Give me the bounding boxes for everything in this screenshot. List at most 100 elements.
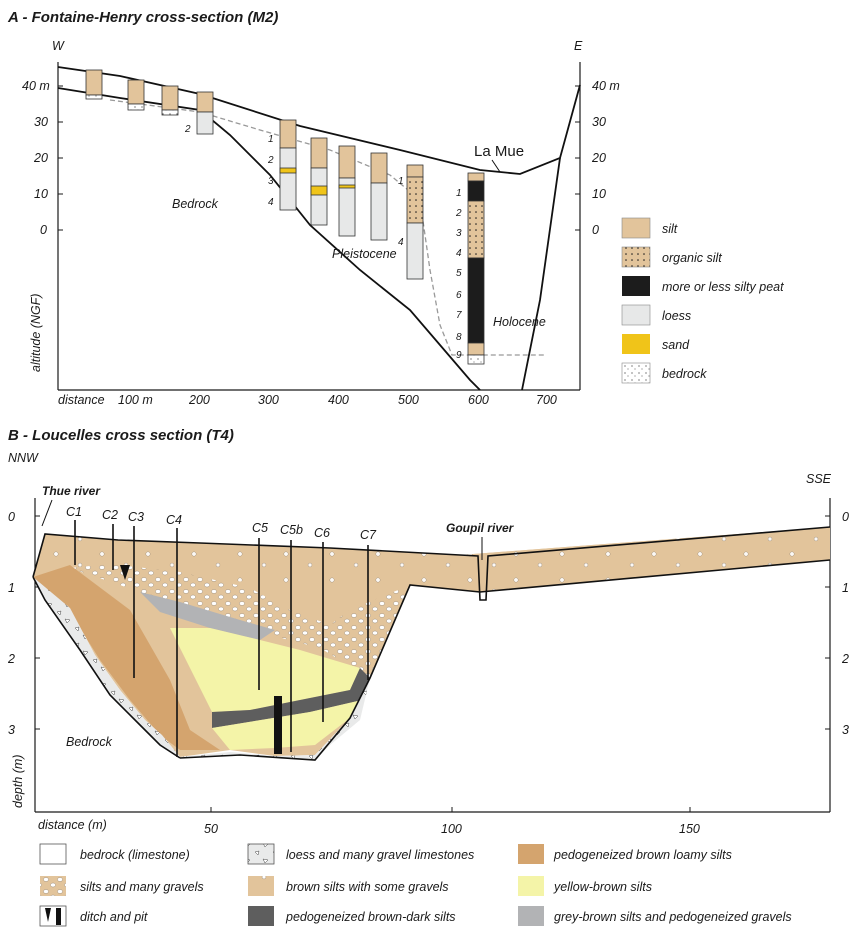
legend-swatch-brown-dark (248, 906, 274, 926)
core-number: 1 (456, 188, 462, 199)
x-tick-50: 50 (204, 822, 218, 836)
x-tick-200: 200 (188, 393, 210, 407)
y-tick-20: 20 (33, 151, 48, 165)
thue-river-pointer (41, 499, 53, 527)
y-tick-30: 30 (34, 115, 48, 129)
depth-tick-0: 0 (8, 510, 15, 524)
core-number: 6 (456, 290, 462, 301)
panel-a-core-numbers: 2 1 2 3 4 1 4 1 2 3 4 5 6 7 8 9 (184, 124, 462, 361)
legend-swatch-sand (622, 334, 650, 354)
legend-swatch-bedrock (621, 362, 651, 384)
core-number: 4 (456, 248, 462, 259)
x-tick-100: 100 (441, 822, 462, 836)
core-number: 4 (398, 237, 404, 248)
panel-a-y-ticks: 40 m 30 20 10 0 40 m 30 20 10 0 (22, 79, 620, 237)
legend-label: more or less silty peat (662, 280, 784, 294)
core-label-c3: C3 (128, 510, 144, 524)
legend-label: sand (662, 338, 690, 352)
core-label-c5: C5 (252, 521, 268, 535)
goupil-river-label: Goupil river (446, 521, 515, 535)
core-number: 9 (456, 350, 462, 361)
core-number: 7 (456, 310, 462, 321)
legend-label: yellow-brown silts (553, 880, 652, 894)
y-tick-0: 0 (40, 223, 47, 237)
panel-a-cores (85, 69, 485, 365)
x-tick-500: 500 (398, 393, 419, 407)
panel-b-dir-left: NNW (8, 451, 39, 465)
legend-label: brown silts with some gravels (286, 880, 449, 894)
panel-b-core-lines (74, 520, 369, 757)
legend-swatch-organic-silt (621, 246, 651, 268)
core-label-c2: C2 (102, 508, 118, 522)
legend-label: bedrock (662, 367, 707, 381)
holocene-label: Holocene (493, 315, 546, 329)
panel-a-dir-right: E (574, 39, 583, 53)
x-tick-600: 600 (468, 393, 489, 407)
core-number: 2 (184, 124, 191, 135)
legend-label: bedrock (limestone) (80, 848, 190, 862)
core-number: 1 (398, 176, 404, 187)
la-mue-label: La Mue (474, 143, 524, 160)
panel-a-title: A - Fontaine-Henry cross-section (M2) (7, 9, 278, 26)
x-label-distance: distance (58, 393, 105, 407)
legend-label: loess (662, 309, 691, 323)
legend-label: silts and many gravels (80, 880, 204, 894)
y-tick-right-10: 10 (592, 187, 606, 201)
bedrock-label-a: Bedrock (172, 197, 219, 211)
legend-label: ditch and pit (80, 910, 148, 924)
core-number: 3 (268, 176, 274, 187)
depth-tick-2: 2 (7, 652, 15, 666)
legend-swatch-bedrock-limestone (39, 843, 67, 865)
legend-label: silt (662, 222, 678, 236)
panel-b-y-ticks: 0 1 2 3 0 1 2 3 (7, 510, 849, 737)
bedrock-label-b: Bedrock (66, 735, 113, 749)
legend-swatch-brown-silts (248, 876, 274, 896)
x-tick-700: 700 (536, 393, 557, 407)
y-tick-right-30: 30 (592, 115, 606, 129)
legend-label: organic silt (662, 251, 722, 265)
panel-a-dir-left: W (52, 39, 65, 53)
x-tick-300: 300 (258, 393, 279, 407)
legend-swatch-yellow-brown (518, 876, 544, 896)
legend-swatch-loess (621, 304, 651, 326)
core-number: 2 (267, 155, 274, 166)
y-tick-right-0: 0 (592, 223, 599, 237)
panel-b-legend: bedrock (limestone) loess and many grave… (39, 843, 792, 927)
legend-swatch-peat (622, 276, 650, 296)
panel-a-profile-lines (57, 66, 581, 391)
core-number: 8 (456, 332, 462, 343)
panel-b-title: B - Loucelles cross section (T4) (8, 427, 234, 444)
y-tick-10: 10 (34, 187, 48, 201)
legend-swatch-brown-loamy (518, 844, 544, 864)
pleistocene-boundary-line (109, 99, 545, 356)
core-label-c1: C1 (66, 505, 82, 519)
core-number: 2 (455, 208, 462, 219)
legend-swatch-ditch-pit (39, 905, 67, 927)
loucelles-basin (32, 526, 831, 761)
depth-tick-3: 3 (8, 723, 15, 737)
panel-b-x-ticks: distance (m) 50 100 150 (38, 818, 700, 836)
legend-label: loess and many gravel limestones (286, 848, 474, 862)
x-tick-400: 400 (328, 393, 349, 407)
depth-tick-right-2: 2 (841, 652, 849, 666)
x-tick-100: 100 m (118, 393, 153, 407)
la-mue-pointer (491, 159, 501, 173)
depth-tick-1: 1 (8, 581, 15, 595)
panel-a-y-label: altitude (NGF) (29, 294, 43, 373)
x-label-distance-m: distance (m) (38, 818, 107, 832)
legend-swatch-loess-gravel (247, 843, 275, 865)
core-number: 3 (456, 228, 462, 239)
x-tick-150: 150 (679, 822, 700, 836)
core-label-c7: C7 (360, 528, 377, 542)
depth-tick-right-3: 3 (842, 723, 849, 737)
depth-tick-right-0: 0 (842, 510, 849, 524)
core-number: 4 (268, 197, 274, 208)
legend-swatch-silt (621, 217, 651, 239)
core-number: 5 (456, 268, 462, 279)
depth-tick-right-1: 1 (842, 581, 849, 595)
legend-swatch-grey-brown (518, 906, 544, 926)
legend-label: pedogeneized brown loamy silts (553, 848, 732, 862)
panel-b-y-label: depth (m) (11, 755, 25, 809)
panel-a-frame (57, 62, 581, 391)
